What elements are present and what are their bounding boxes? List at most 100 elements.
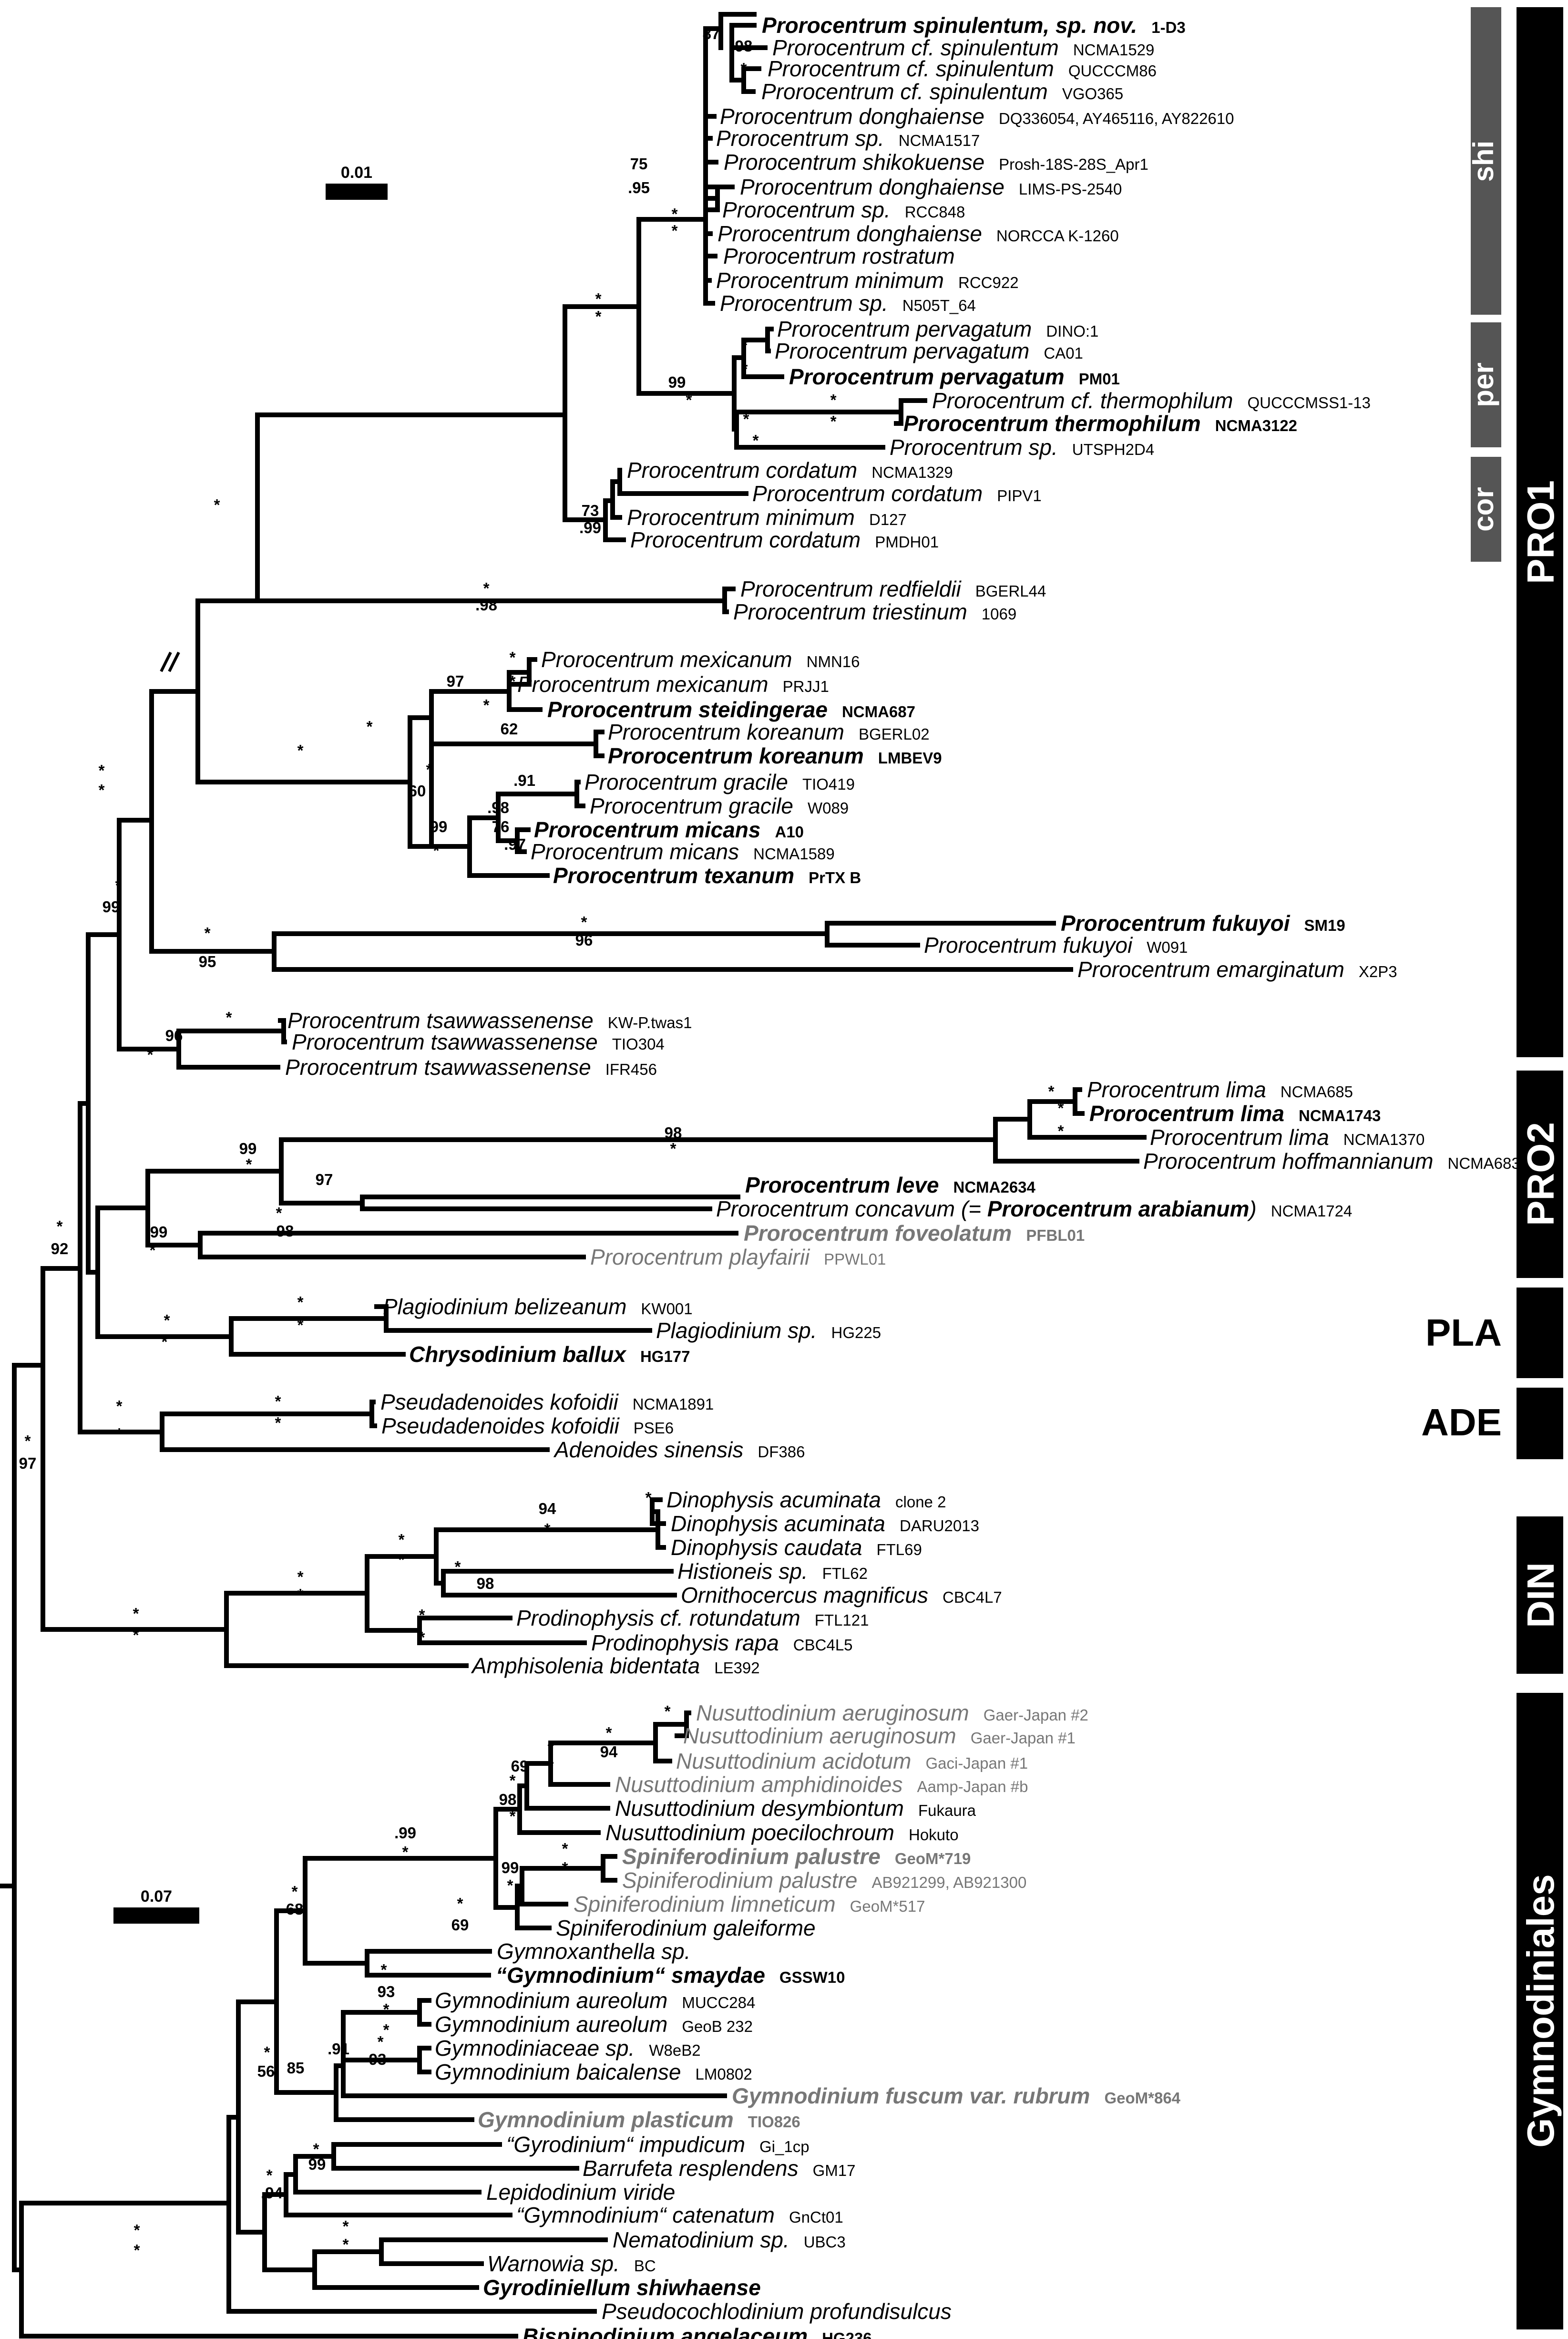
taxon-label: Nusuttodinium acidotum Gaci-Japan #1 <box>676 1749 1028 1773</box>
support-value: 99 <box>102 898 120 916</box>
support-value: * <box>646 1489 652 1506</box>
taxon-label: Gymnodinium fuscum var. rubrum GeoM*864 <box>732 2083 1181 2108</box>
taxon-label: Prorocentrum sp. RCC848 <box>722 197 965 222</box>
taxon-label: Nusuttodinium aeruginosum Gaer-Japan #1 <box>683 1723 1076 1748</box>
support-value: * <box>672 205 678 223</box>
taxon-label: “Gymnodinium“ smaydae GSSW10 <box>496 1963 845 1988</box>
tree-branches <box>0 12 1147 2339</box>
shi-bar <box>1471 7 1501 315</box>
taxon-label: Bispinodinium angelaceum HG236 <box>523 2324 872 2339</box>
support-value: 99 <box>668 373 686 391</box>
taxon-label: Prorocentrum shikokuense Prosh-18S-28S_Ap… <box>724 150 1148 175</box>
taxon-label: Prorocentrum micans NCMA1589 <box>531 839 835 864</box>
taxon-label: Prorocentrum sp. N505T_64 <box>720 291 976 316</box>
support-value: * <box>510 1807 516 1825</box>
support-value: * <box>399 1531 405 1548</box>
support-value: * <box>830 412 837 430</box>
support-value: 69 <box>511 1757 529 1775</box>
taxon-label: Gymnodinium baicalense LM0802 <box>435 2060 752 2084</box>
support-value: .94 <box>261 2184 283 2202</box>
taxon-label: Prorocentrum mexicanum PRJJ1 <box>517 672 829 697</box>
support-value: * <box>483 696 490 714</box>
taxon-label: Prorocentrum cf. spinulentum QUCCCM86 <box>768 56 1157 81</box>
support-value: * <box>742 336 748 354</box>
taxon-label: Plagiodinium sp. HG225 <box>656 1318 881 1343</box>
taxon-label: Prorocentrum steidingerae NCMA687 <box>547 697 915 722</box>
taxon-label: Barrufeta resplendens GM17 <box>583 2156 856 2181</box>
taxon-label: Adenoides sinensis DF386 <box>553 1437 805 1462</box>
taxon-label: Prorocentrum emarginatum X2P3 <box>1077 957 1397 982</box>
taxon-label: Prorocentrum lima NCMA1370 <box>1150 1125 1425 1150</box>
support-value: * <box>433 842 440 859</box>
support-value: * <box>99 781 105 799</box>
support-value: 97 <box>316 1171 333 1188</box>
support-value: .97 <box>504 835 526 853</box>
taxon-label: Prorocentrum donghaiense DQ336054, AY4651… <box>720 104 1234 129</box>
scale-bar-bottom-label: 0.07 <box>141 1887 172 1906</box>
support-value: 98 <box>735 37 753 55</box>
support-value: * <box>753 432 759 449</box>
support-value: 98 <box>277 1222 294 1240</box>
taxon-label: Prorocentrum koreanum BGERL02 <box>608 720 930 744</box>
support-value: 98 <box>665 1124 682 1142</box>
din-label: DIN <box>1519 1562 1562 1628</box>
taxon-label: Gymnodinium aureolum GeoB 232 <box>435 2012 753 2037</box>
taxon-label: Prorocentrum rostratum <box>723 244 955 268</box>
support-value: * <box>595 290 602 308</box>
support-value: * <box>544 1520 551 1538</box>
scale-bar-top: 0.01 <box>326 164 388 200</box>
cor-bar <box>1471 457 1501 562</box>
support-value: * <box>147 1046 154 1063</box>
taxon-label: Spiniferodinium palustre GeoM*719 <box>622 1844 971 1869</box>
taxon-label: Nematodinium sp. UBC3 <box>613 2227 846 2252</box>
support-value: * <box>455 1558 461 1576</box>
taxon-label: Prorocentrum donghaiense NORCCA K-1260 <box>717 221 1119 246</box>
support-value: * <box>115 876 122 894</box>
support-value: * <box>264 2043 270 2061</box>
taxon-label: Prorocentrum triestinum 1069 <box>733 599 1016 624</box>
taxon-label: “Gyrodinium“ impudicum Gi_1cp <box>506 2132 810 2157</box>
support-value: * <box>830 391 837 409</box>
taxon-label: Plagiodinium belizeanum KW001 <box>383 1294 693 1319</box>
support-value: * <box>134 2221 140 2239</box>
support-value: 73 <box>582 502 599 519</box>
taxon-label: Prorocentrum tsawwassenense IFR456 <box>285 1055 657 1080</box>
taxon-label: Gymnodiniaceae sp. W8eB2 <box>435 2036 701 2061</box>
gymnodiniales-label: Gymnodiniales <box>1519 1874 1562 2147</box>
support-value: * <box>57 1217 63 1235</box>
support-value: 68 <box>286 1900 304 1918</box>
support-value: 60 <box>409 782 426 800</box>
support-value: 96 <box>165 1027 183 1044</box>
support-value: * <box>665 1702 671 1720</box>
taxon-label: Prorocentrum tsawwassenense TIO304 <box>292 1030 665 1054</box>
support-value: .99 <box>394 1824 416 1842</box>
support-value: 99 <box>150 1223 168 1241</box>
support-value: * <box>686 391 692 409</box>
support-value: * <box>581 913 587 931</box>
taxon-label: Dinophysis acuminata clone 2 <box>666 1487 946 1512</box>
support-value: 75 <box>630 155 648 173</box>
support-value: * <box>548 1757 554 1775</box>
taxon-label: Prodinophysis cf. rotundatum FTL121 <box>516 1606 869 1630</box>
pla-label: PLA <box>1425 1311 1502 1354</box>
support-value: * <box>670 1140 676 1157</box>
taxon-label: Pseudadenoides kofoidii NCMA1891 <box>380 1390 714 1414</box>
scale-bar-top-label: 0.01 <box>341 164 372 182</box>
din-bar <box>1517 1516 1563 1674</box>
support-value: 97 <box>447 672 464 690</box>
taxon-label: Prorocentrum thermophilum NCMA3122 <box>903 411 1297 436</box>
support-value: * <box>1058 1122 1064 1140</box>
shi-label: shi <box>1467 141 1499 182</box>
support-value: * <box>383 2021 389 2039</box>
taxon-label: Amphisolenia bidentata LE392 <box>471 1653 760 1678</box>
taxon-label: Prorocentrum cf. spinulentum VGO365 <box>761 79 1123 104</box>
support-value: * <box>134 2241 140 2259</box>
taxon-label: Prorocentrum fukuyoi SM19 <box>1061 911 1345 936</box>
taxon-label: Dinophysis acuminata DARU2013 <box>671 1511 979 1536</box>
taxon-label: Gymnodinium plasticum TIO826 <box>478 2107 800 2132</box>
support-value: * <box>297 742 304 759</box>
support-value: 94 <box>539 1500 556 1517</box>
support-value: .95 <box>628 179 650 196</box>
taxon-label: Prorocentrum pervagatum CA01 <box>775 339 1083 363</box>
taxon-label: Spiniferodinium palustre AB921299, AB9213… <box>622 1868 1026 1893</box>
